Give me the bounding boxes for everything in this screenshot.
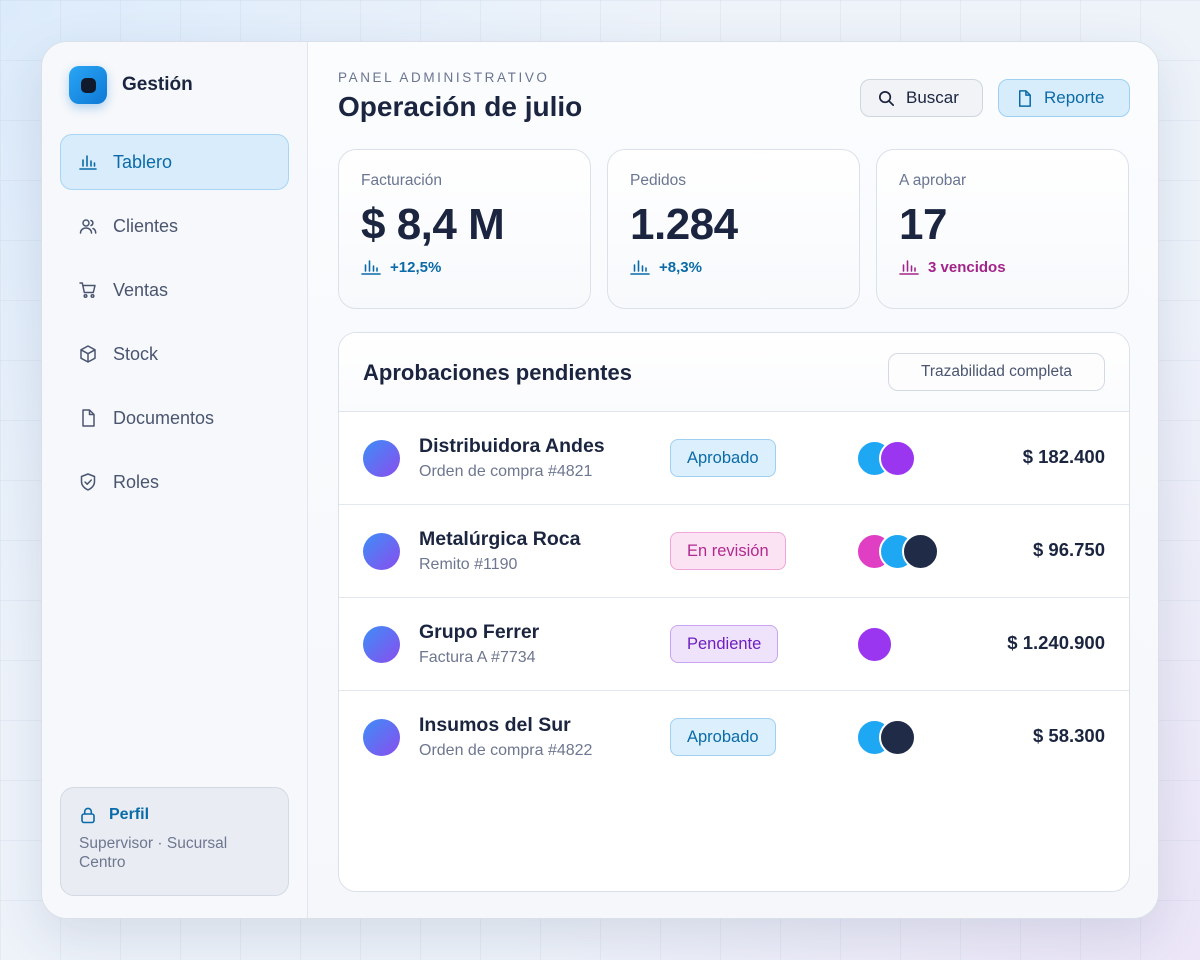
sidebar-item-label: Documentos	[113, 407, 215, 428]
chart-icon	[899, 260, 919, 275]
sidebar-item-stock[interactable]: Stock	[60, 326, 289, 382]
kpi-card-pedidos: Pedidos 1.284 +8,3%	[607, 149, 860, 309]
shield-icon	[80, 473, 96, 491]
cart-icon	[79, 282, 96, 299]
avatar	[363, 626, 400, 663]
kpi-card-a-aprobar: A aprobar 17 3 vencidos	[876, 149, 1129, 309]
table-row[interactable]: Insumos del Sur Orden de compra #4822 Ap…	[339, 691, 1129, 784]
status-badge[interactable]: Pendiente	[670, 625, 779, 663]
kpi-delta-text: +12,5%	[390, 258, 442, 276]
kpi-label: Pedidos	[630, 172, 687, 189]
sidebar-item-label: Roles	[113, 471, 160, 492]
kpi-delta: +8,3%	[630, 258, 859, 276]
kpi-delta-text: 3 vencidos	[928, 258, 1006, 276]
kpi-delta-text: +8,3%	[659, 258, 702, 276]
sidebar-item-tablero[interactable]: Tablero	[60, 134, 289, 190]
profile-subtitle: Supervisor · Sucursal Centro	[79, 835, 228, 871]
sidebar-item-ventas[interactable]: Ventas	[60, 262, 289, 318]
kpi-delta: +12,5%	[361, 258, 590, 276]
traceability-button[interactable]: Trazabilidad completa	[888, 353, 1105, 391]
sidebar-item-label: Stock	[113, 343, 159, 364]
document-icon	[1018, 89, 1031, 107]
row-company-name: Metalúrgica Roca	[419, 528, 581, 550]
avatar	[879, 440, 916, 477]
table-row[interactable]: Grupo Ferrer Factura A #7734 Pendiente $…	[339, 598, 1129, 691]
assignee-avatars	[856, 719, 966, 756]
report-button-label: Reporte	[1044, 88, 1105, 107]
kpi-delta: 3 vencidos	[899, 258, 1128, 276]
table-row[interactable]: Distribuidora Andes Orden de compra #482…	[339, 412, 1129, 505]
avatar	[879, 719, 916, 756]
search-button[interactable]: Buscar	[860, 79, 983, 117]
approvals-title: Aprobaciones pendientes	[363, 360, 632, 385]
sidebar-item-label: Clientes	[113, 215, 179, 236]
row-amount: $ 58.300	[1032, 725, 1105, 746]
row-amount: $ 96.750	[1032, 539, 1105, 560]
kpi-label: A aprobar	[899, 172, 967, 189]
kpi-value: $ 8,4 M	[361, 200, 505, 249]
profile-title: Perfil	[109, 806, 150, 823]
avatar	[363, 440, 400, 477]
row-amount: $ 182.400	[1022, 446, 1105, 467]
search-button-label: Buscar	[906, 88, 959, 107]
row-document: Factura A #7734	[419, 649, 536, 666]
sidebar-nav: Tablero Clientes Ventas Stock	[60, 134, 289, 518]
row-document: Remito #1190	[419, 556, 518, 573]
profile-card[interactable]: Perfil Supervisor · Sucursal Centro	[60, 787, 289, 896]
kpi-card-facturacion: Facturación $ 8,4 M +12,5%	[338, 149, 591, 309]
search-icon	[878, 90, 895, 106]
avatar	[363, 533, 400, 570]
approvals-header: Aprobaciones pendientes Trazabilidad com…	[339, 333, 1129, 412]
row-company-name: Insumos del Sur	[419, 714, 571, 736]
brand: Gestión	[69, 66, 193, 104]
assignee-avatars	[856, 533, 966, 570]
approvals-panel: Aprobaciones pendientes Trazabilidad com…	[338, 332, 1130, 892]
status-badge[interactable]: Aprobado	[670, 718, 776, 756]
kpi-value: 17	[899, 200, 947, 249]
avatar	[363, 719, 400, 756]
kpi-value: 1.284	[630, 200, 738, 249]
page-eyebrow: PANEL ADMINISTRATIVO	[338, 70, 550, 85]
app-window: Gestión Tablero Clientes Ventas	[41, 41, 1159, 919]
avatar	[856, 626, 893, 663]
users-icon	[79, 219, 97, 234]
sidebar-item-label: Ventas	[113, 279, 169, 300]
chart-icon	[361, 260, 381, 275]
status-badge[interactable]: En revisión	[670, 532, 786, 570]
status-badge[interactable]: Aprobado	[670, 439, 776, 477]
kpi-label: Facturación	[361, 172, 442, 189]
app-logo-icon	[69, 66, 107, 104]
chart-icon	[79, 155, 97, 170]
table-row[interactable]: Metalúrgica Roca Remito #1190 En revisió…	[339, 505, 1129, 598]
page-title: Operación de julio	[338, 91, 583, 122]
row-amount: $ 1.240.900	[1007, 632, 1105, 653]
main-content: PANEL ADMINISTRATIVO Operación de julio …	[308, 42, 1158, 918]
brand-name: Gestión	[122, 74, 193, 95]
sidebar-item-roles[interactable]: Roles	[60, 454, 289, 510]
avatar	[902, 533, 939, 570]
assignee-avatars	[856, 440, 966, 477]
document-icon	[82, 409, 95, 427]
sidebar-item-documentos[interactable]: Documentos	[60, 390, 289, 446]
sidebar: Gestión Tablero Clientes Ventas	[42, 42, 308, 918]
assignee-avatars	[856, 626, 966, 663]
row-document: Orden de compra #4821	[419, 463, 593, 480]
chart-icon	[630, 260, 650, 275]
lock-icon	[81, 807, 95, 824]
row-company-name: Grupo Ferrer	[419, 621, 540, 643]
box-icon	[80, 345, 96, 363]
row-company-name: Distribuidora Andes	[419, 435, 605, 457]
report-button[interactable]: Reporte	[998, 79, 1130, 117]
sidebar-item-clientes[interactable]: Clientes	[60, 198, 289, 254]
row-document: Orden de compra #4822	[419, 742, 593, 759]
sidebar-item-label: Tablero	[113, 151, 173, 172]
